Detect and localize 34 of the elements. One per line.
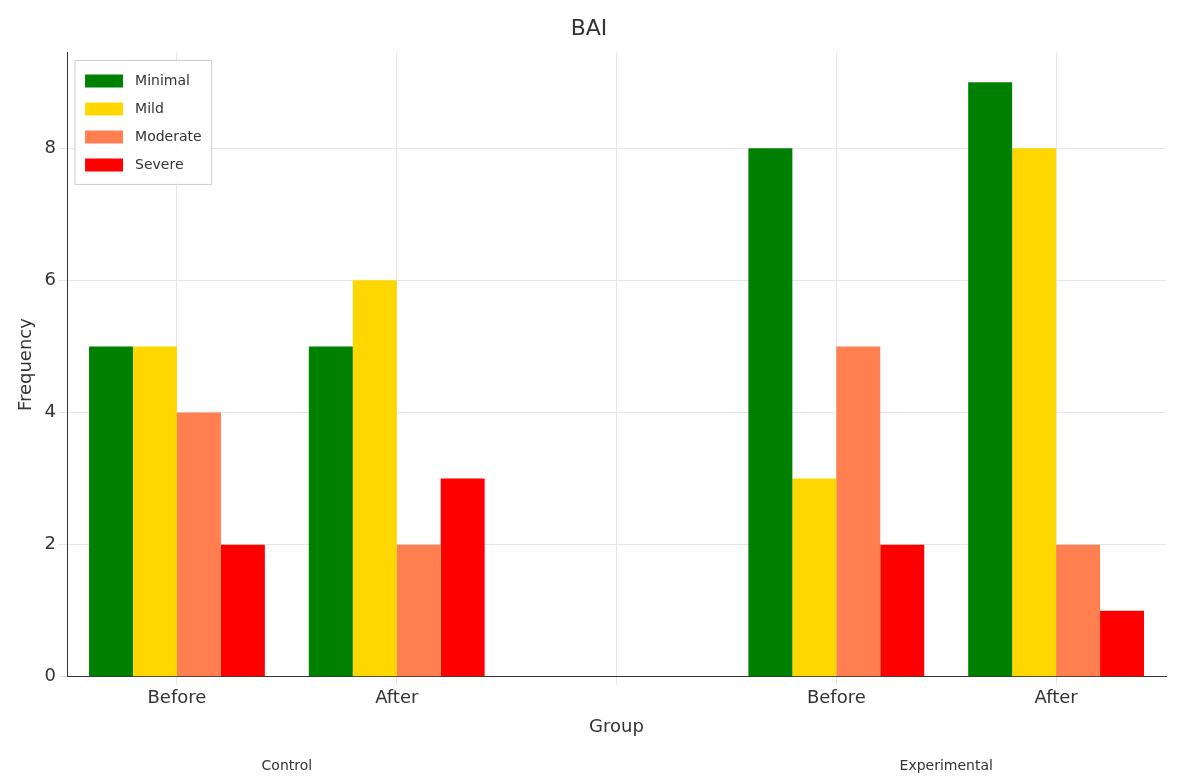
bar [1100,610,1145,677]
bar [1012,148,1057,677]
y-tick-label: 2 [44,532,57,554]
legend-label: Minimal [135,72,190,89]
x-tick-label: Before [147,686,207,708]
bar [308,346,353,677]
text: Control [261,757,313,773]
bar [792,478,837,677]
x-tick-label: After [375,686,419,708]
legend-label: Mild [135,100,164,117]
bar [880,544,925,677]
x-tick-label: Before [806,686,866,708]
bar [1056,544,1101,677]
bar [352,280,397,677]
y-tick-label: 4 [44,400,57,422]
legend-label: Severe [135,156,184,173]
bar [89,346,133,677]
bar [396,544,441,677]
bar [748,148,793,677]
y-tick-label: 0 [44,664,57,686]
y-axis-title: Frequency [14,317,36,412]
legend-label: Moderate [135,128,202,145]
bar [968,82,1013,677]
bar [836,346,881,677]
bar [220,544,265,677]
chart-title: BAI [570,14,608,40]
y-tick-label: 6 [44,268,57,290]
x-axis-title: Group [589,714,644,736]
bar [132,346,177,677]
bar [176,412,221,677]
y-tick-label: 8 [44,135,57,157]
x-tick-label: After [1034,686,1079,708]
text: Experimental [899,757,993,773]
bar [440,478,485,677]
